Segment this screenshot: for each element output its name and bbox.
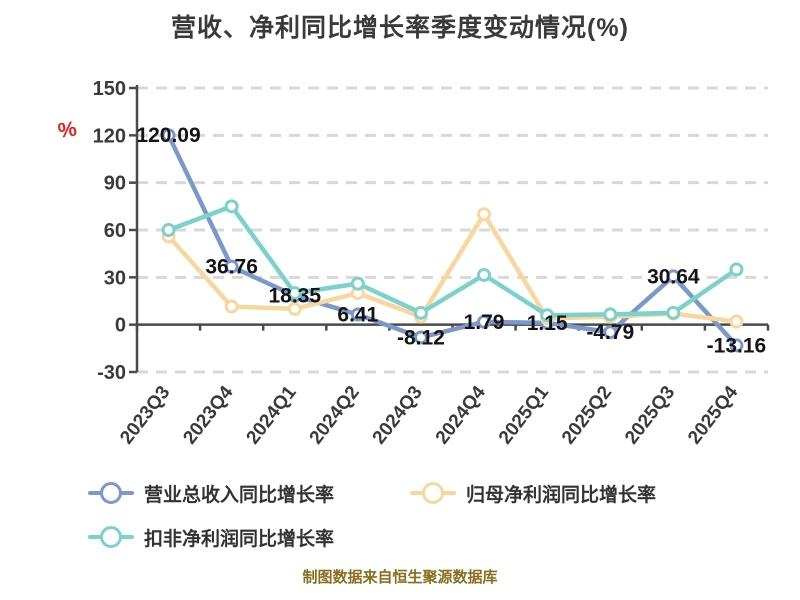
data-point-non-recurring-net-profit-growth-2025Q3[interactable] [666,305,681,320]
data-point-revenue-growth-2023Q4[interactable] [224,259,239,274]
data-source-caption: 制图数据来自恒生聚源数据库 [302,569,498,586]
legend-marker-icon [88,524,134,550]
data-point-non-recurring-net-profit-growth-2024Q1[interactable] [287,286,302,301]
data-point-revenue-growth-2023Q3[interactable] [161,128,176,143]
x-axis-label: 2024Q2 [306,382,364,448]
data-point-non-recurring-net-profit-growth-2025Q2[interactable] [603,307,618,322]
data-point-label: 30.64 [647,265,700,288]
data-point-non-recurring-net-profit-growth-2023Q4[interactable] [224,199,239,214]
data-point-parent-net-profit-growth-2025Q4[interactable] [729,314,744,329]
data-point-label: 18.35 [268,285,321,308]
x-axis-label: 2025Q4 [684,382,742,449]
legend-label: 扣非净利润同比增长率 [144,528,335,550]
x-axis-label: 2025Q2 [558,382,616,448]
data-point-non-recurring-net-profit-growth-2023Q3[interactable] [161,223,176,237]
data-point-revenue-growth-2024Q2[interactable] [350,307,365,322]
series-line-revenue-growth [166,132,739,348]
data-point-revenue-growth-2025Q2[interactable] [603,325,618,340]
data-point-parent-net-profit-growth-2024Q4[interactable] [477,207,492,222]
data-point-non-recurring-net-profit-growth-2025Q4[interactable] [729,262,744,277]
data-point-non-recurring-net-profit-growth-2024Q3[interactable] [413,305,428,320]
data-point-label: 36.76 [205,256,258,279]
y-axis-label: 60 [104,220,126,242]
data-point-label: -13.16 [707,334,767,357]
data-point-non-recurring-net-profit-growth-2025Q1[interactable] [540,308,555,323]
chart-title: 营收、净利同比增长率季度变动情况(%) [171,14,629,42]
data-point-revenue-growth-2024Q4[interactable] [477,314,492,329]
data-point-revenue-growth-2025Q3[interactable] [666,269,681,284]
x-axis-label: 2025Q1 [495,382,553,449]
data-point-label: 6.41 [337,304,378,327]
data-point-label: 1.15 [527,312,568,335]
legend-item-revenue-growth[interactable]: 营业总收入同比增长率 [88,480,334,506]
legend-item-non-recurring-net-profit-growth[interactable]: 扣非净利润同比增长率 [88,524,334,550]
x-axis-label: 2024Q4 [432,382,490,449]
x-axis-label: 2023Q3 [116,382,174,448]
data-point-non-recurring-net-profit-growth-2024Q4[interactable] [477,267,492,282]
x-axis-label: 2023Q4 [179,382,237,449]
data-point-non-recurring-net-profit-growth-2024Q2[interactable] [350,276,365,291]
x-axis-label: 2024Q3 [369,382,427,448]
legend-label: 营业总收入同比增长率 [144,484,335,506]
y-axis-label: 90 [104,173,126,195]
x-axis-label: 2025Q3 [621,382,679,448]
y-axis-label: -30 [97,362,126,384]
y-axis-label: 150 [93,78,126,100]
data-point-label: -4.79 [586,321,634,344]
legend-marker-icon [410,480,456,506]
series-line-non-recurring-net-profit-growth [166,204,739,318]
data-point-parent-net-profit-growth-2023Q4[interactable] [224,299,239,314]
data-point-revenue-growth-2025Q4[interactable] [729,338,744,353]
data-point-label: 1.79 [464,311,505,334]
y-axis-label: 30 [104,267,126,289]
legend-item-parent-net-profit-growth[interactable]: 归母净利润同比增长率 [410,480,656,506]
data-point-label: -8.12 [397,326,445,349]
data-point-parent-net-profit-growth-2024Q1[interactable] [287,301,302,316]
legend-label: 归母净利润同比增长率 [466,484,657,506]
data-point-revenue-growth-2024Q3[interactable] [413,330,428,345]
x-axis-label: 2024Q1 [243,382,301,449]
y-axis-label: 120 [93,125,126,147]
y-axis-label: 0 [115,315,126,337]
legend-marker-icon [88,480,134,506]
data-point-label: 120.09 [136,124,200,147]
